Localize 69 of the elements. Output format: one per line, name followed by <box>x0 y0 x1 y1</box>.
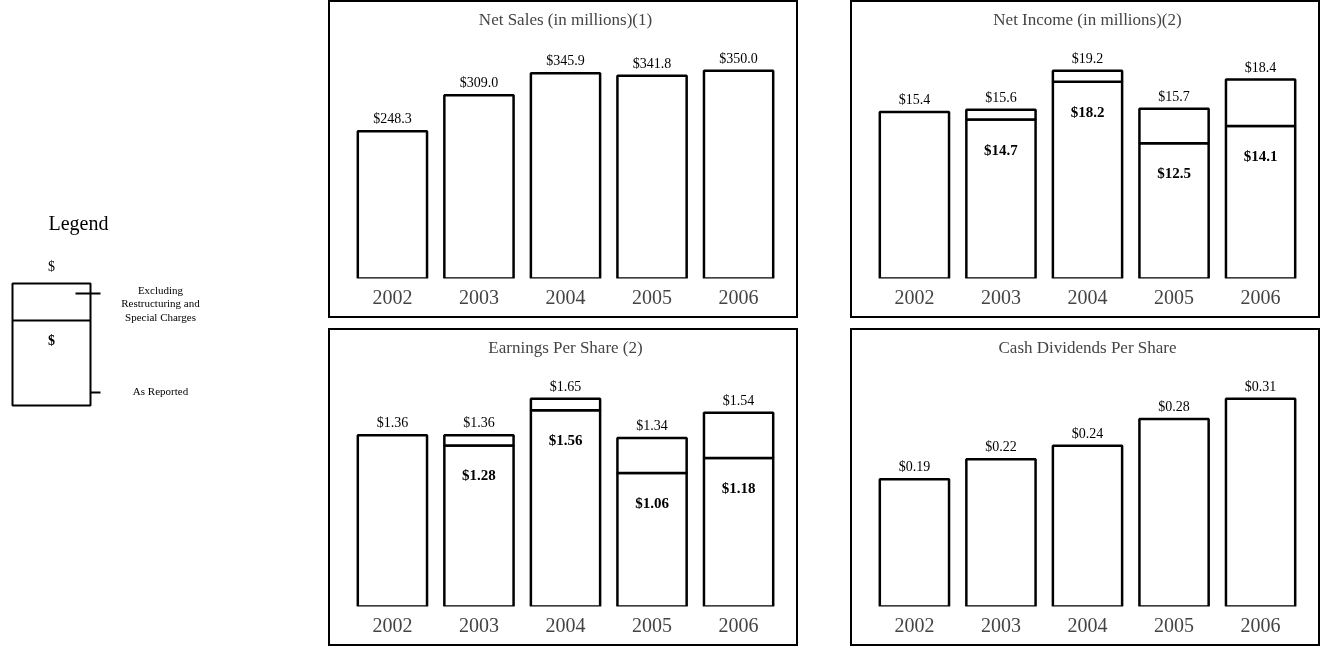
data-label: $12.5 <box>1157 165 1191 182</box>
data-label: $248.3 <box>373 111 412 127</box>
x-tick-label: 2003 <box>980 285 1021 308</box>
data-label: $350.0 <box>719 50 758 66</box>
x-tick-label: 2005 <box>1154 613 1195 636</box>
text: Excluding Restructuring and Special Charges <box>121 284 201 323</box>
total-label: $1.34 <box>636 417 668 433</box>
x-tick-label: 2005 <box>632 285 673 308</box>
text: $ <box>48 259 55 274</box>
x-tick-label: 2004 <box>1067 285 1108 308</box>
total-label: $15.4 <box>898 91 931 107</box>
chart-title: Earnings Per Share (2) <box>488 337 643 357</box>
text: $ <box>48 333 55 348</box>
bar <box>878 477 951 607</box>
bar <box>702 69 775 279</box>
x-tick-label: 2004 <box>545 285 586 308</box>
chart-title: Net Income (in millions)(2) <box>993 9 1182 29</box>
text: Legend <box>48 211 109 235</box>
x-tick-label: 2006 <box>1240 613 1281 636</box>
total-label: $18.4 <box>1244 59 1277 75</box>
data-label: $1.06 <box>635 495 670 512</box>
bar <box>529 72 602 279</box>
chart-title: Cash Dividends Per Share <box>998 337 1177 357</box>
x-tick-label: 2004 <box>545 613 586 636</box>
total-label: $19.2 <box>1071 50 1104 66</box>
x-tick-label: 2005 <box>632 613 673 636</box>
bar <box>443 93 515 279</box>
data-label: $1.28 <box>462 467 496 484</box>
total-label: $1.54 <box>722 392 755 408</box>
x-tick-label: 2003 <box>458 613 499 636</box>
data-label: $14.7 <box>984 141 1019 158</box>
bar <box>616 74 688 279</box>
x-tick-label: 2004 <box>1067 613 1108 636</box>
data-label: $18.2 <box>1070 103 1105 120</box>
data-label: $341.8 <box>632 55 672 71</box>
bar <box>356 129 429 279</box>
x-tick-label: 2003 <box>980 613 1021 636</box>
bar <box>1224 397 1297 607</box>
chart-title: Net Sales (in millions)(1) <box>478 9 653 29</box>
text: As Reported <box>132 384 189 397</box>
x-tick-label: 2006 <box>718 285 759 308</box>
total-label: $1.36 <box>463 415 495 431</box>
x-tick-label: 2002 <box>372 285 413 308</box>
x-tick-label: 2006 <box>1240 285 1281 308</box>
bar <box>878 110 951 279</box>
bar <box>1138 417 1210 607</box>
total-label: $15.7 <box>1158 88 1190 104</box>
x-tick-label: 2002 <box>372 613 413 636</box>
bar <box>965 457 1037 607</box>
data-label: $345.9 <box>546 53 585 69</box>
data-label: $1.18 <box>721 480 756 497</box>
total-label: $15.6 <box>985 89 1017 105</box>
data-label: $0.28 <box>1158 398 1190 414</box>
total-label: $1.65 <box>549 378 582 394</box>
x-tick-label: 2002 <box>894 285 935 308</box>
x-tick-label: 2002 <box>894 613 935 636</box>
bar <box>356 434 429 607</box>
data-label: $0.22 <box>985 439 1017 455</box>
data-label: $0.19 <box>898 459 931 475</box>
total-label: $1.36 <box>376 415 409 431</box>
data-label: $1.56 <box>548 432 583 449</box>
data-label: $309.0 <box>459 75 499 91</box>
x-tick-label: 2006 <box>718 613 759 636</box>
bar <box>1051 444 1124 607</box>
data-label: $0.24 <box>1071 425 1104 441</box>
data-label: $14.1 <box>1243 148 1278 165</box>
data-label: $0.31 <box>1244 378 1277 394</box>
x-tick-label: 2005 <box>1154 285 1195 308</box>
x-tick-label: 2003 <box>458 285 499 308</box>
